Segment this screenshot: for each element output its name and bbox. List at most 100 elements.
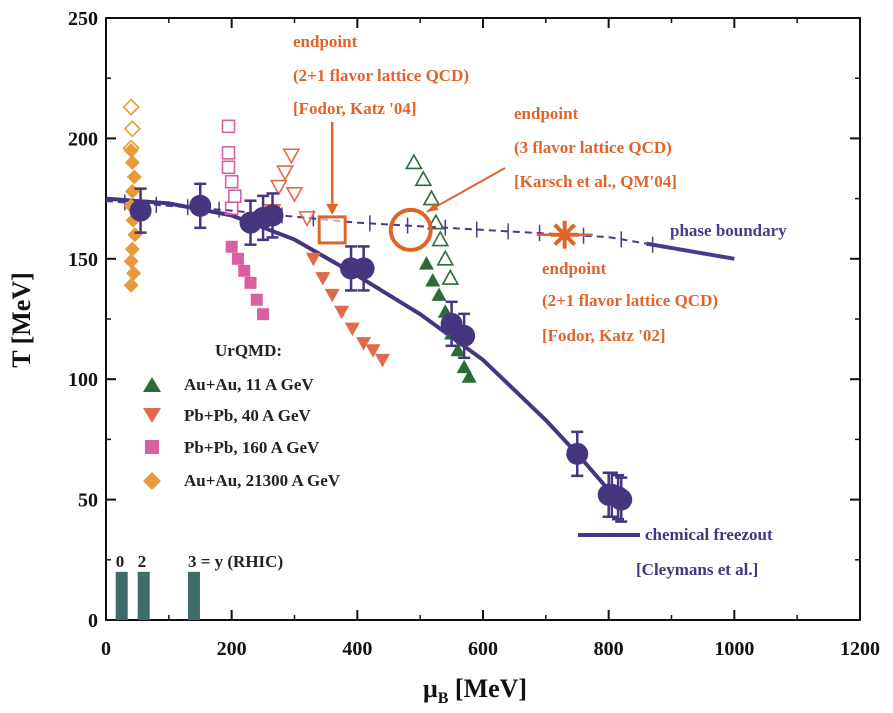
- series-3-point: [123, 253, 139, 269]
- annotation-endpoint-02-line1: endpoint: [542, 259, 607, 278]
- legend-title: UrQMD:: [215, 341, 282, 360]
- rhic-bar-label: 2: [138, 552, 147, 571]
- series-3-open-point: [123, 120, 142, 138]
- legend-label-auau11: Au+Au, 11 A GeV: [184, 375, 314, 394]
- legend-entry-pbpb160: Pb+Pb, 160 A GeV: [145, 438, 320, 457]
- series-2-open-point: [224, 174, 239, 189]
- series-0-point: [450, 342, 466, 357]
- series-0-open-point: [431, 230, 450, 247]
- freezeout-point: [261, 204, 284, 227]
- legend-marker-auau11: [143, 377, 161, 392]
- series-1-point: [315, 272, 331, 286]
- x-axis-label-unit: [MeV]: [448, 674, 527, 703]
- annotation-endpoint-karsch-line2: (3 flavor lattice QCD): [514, 138, 672, 157]
- rhic-bar-label: 0: [116, 552, 125, 571]
- series-2-point: [231, 252, 244, 265]
- freezeout-curve: [105, 196, 629, 507]
- legend-entry-auau21300: Au+Au, 21300 A GeV: [143, 471, 341, 490]
- series-2-open-point: [221, 146, 236, 160]
- series-3-point: [126, 169, 142, 185]
- x-tick-label: 400: [342, 638, 372, 660]
- series-1-point: [374, 353, 390, 368]
- urqmd-legend: UrQMD: Au+Au, 11 A GeV Pb+Pb, 40 A GeV P…: [143, 341, 341, 490]
- series-2-open-point: [221, 160, 236, 175]
- series-0-point: [418, 256, 434, 270]
- series-1-open-point: [282, 148, 301, 165]
- legend-label-pbpb160: Pb+Pb, 160 A GeV: [184, 438, 320, 457]
- series-0-point: [456, 359, 472, 374]
- freezeout-point: [610, 488, 633, 511]
- series-1-open-point: [298, 211, 316, 228]
- x-axis-label-sub: B: [438, 690, 449, 707]
- axes-frame: [105, 17, 861, 621]
- series-0-point: [431, 287, 447, 301]
- series-3-point: [124, 154, 140, 170]
- series-1-point: [344, 322, 360, 337]
- series-1-open-point: [276, 165, 294, 182]
- freezeout-label-line2: [Cleymans et al.]: [636, 560, 758, 579]
- freezeout-point: [352, 257, 375, 280]
- series-1-point: [324, 288, 340, 303]
- endpoint-karsch-circle: [388, 207, 433, 252]
- series-3-open-point: [122, 98, 140, 116]
- series-1-point: [365, 344, 381, 358]
- x-tick-label: 1000: [714, 638, 754, 660]
- y-tick-label: 100: [68, 369, 98, 391]
- legend-marker-pbpb40: [143, 408, 161, 423]
- series-0-open-point: [427, 213, 445, 230]
- freezeout-point: [189, 194, 212, 217]
- endpoint-karsch-arrow-shaft: [426, 167, 506, 213]
- series-3-point: [124, 241, 140, 257]
- endpoint-04-square: [317, 215, 347, 245]
- phase-boundary-line: [646, 241, 735, 261]
- x-tick-label: 1200: [840, 638, 880, 660]
- series-2-point: [238, 264, 251, 277]
- freezeout-point: [129, 199, 152, 222]
- series-2-open-point: [224, 201, 239, 216]
- series-2-open-point: [221, 119, 236, 134]
- tick-labels: 0 200 400 600 800 1000 1200 0 50 100 150 200 250: [68, 8, 880, 660]
- y-tick-label: 250: [68, 8, 98, 30]
- rhic-bar: [187, 571, 200, 620]
- x-axis-label-mu: μ: [423, 674, 438, 703]
- annotation-endpoint-04-line1: endpoint: [293, 32, 358, 51]
- y-axis-label: T [MeV]: [7, 272, 36, 368]
- series-2-point: [225, 240, 238, 253]
- annotation-endpoint-04: endpoint (2+1 flavor lattice QCD) [Fodor…: [293, 32, 469, 118]
- legend-marker-auau21300: [143, 472, 161, 490]
- legend-label-auau21300: Au+Au, 21300 A GeV: [184, 471, 341, 490]
- series-2-point: [244, 276, 257, 289]
- series-0-open-point: [441, 268, 460, 285]
- series-1-open-point: [285, 186, 304, 203]
- legend-entry-pbpb40: Pb+Pb, 40 A GeV: [143, 406, 312, 425]
- series-1-point: [356, 337, 372, 351]
- x-tick-label: 600: [468, 638, 498, 660]
- series-3-point: [124, 183, 140, 199]
- phase-boundary-label: phase boundary: [670, 221, 787, 240]
- series-0-open-point: [422, 189, 441, 206]
- annotation-endpoint-karsch-line1: endpoint: [514, 104, 579, 123]
- freezeout-point: [453, 324, 476, 347]
- series-1-open-point: [269, 179, 288, 196]
- rhic-bar: [115, 571, 128, 620]
- series-3-point: [123, 277, 139, 293]
- rhic-bar: [137, 571, 150, 620]
- svg-text:T [MeV]: T [MeV]: [7, 272, 36, 368]
- annotation-endpoint-02-line3: [Fodor, Katz '02]: [542, 326, 666, 345]
- legend-entry-auau11: Au+Au, 11 A GeV: [143, 375, 314, 394]
- series-2-point: [257, 308, 270, 321]
- rhic-bar-label: 3 = y (RHIC): [188, 552, 283, 571]
- series-0-point: [425, 272, 441, 287]
- series-3-point: [123, 142, 139, 158]
- freezeout-point: [566, 442, 589, 465]
- annotation-endpoint-karsch: endpoint (3 flavor lattice QCD) [Karsch …: [514, 104, 677, 191]
- y-tick-label: 200: [68, 128, 98, 150]
- freezeout-legend: chemical freezout [Cleymans et al.]: [578, 525, 773, 579]
- freezeout-label-line1: chemical freezout: [645, 525, 773, 544]
- annotation-endpoint-karsch-line3: [Karsch et al., QM'04]: [514, 172, 677, 191]
- annotation-endpoint-04-line3: [Fodor, Katz '04]: [293, 99, 417, 118]
- series-1-point: [334, 305, 350, 320]
- y-tick-label: 150: [68, 249, 98, 271]
- legend-label-pbpb40: Pb+Pb, 40 A GeV: [184, 406, 312, 425]
